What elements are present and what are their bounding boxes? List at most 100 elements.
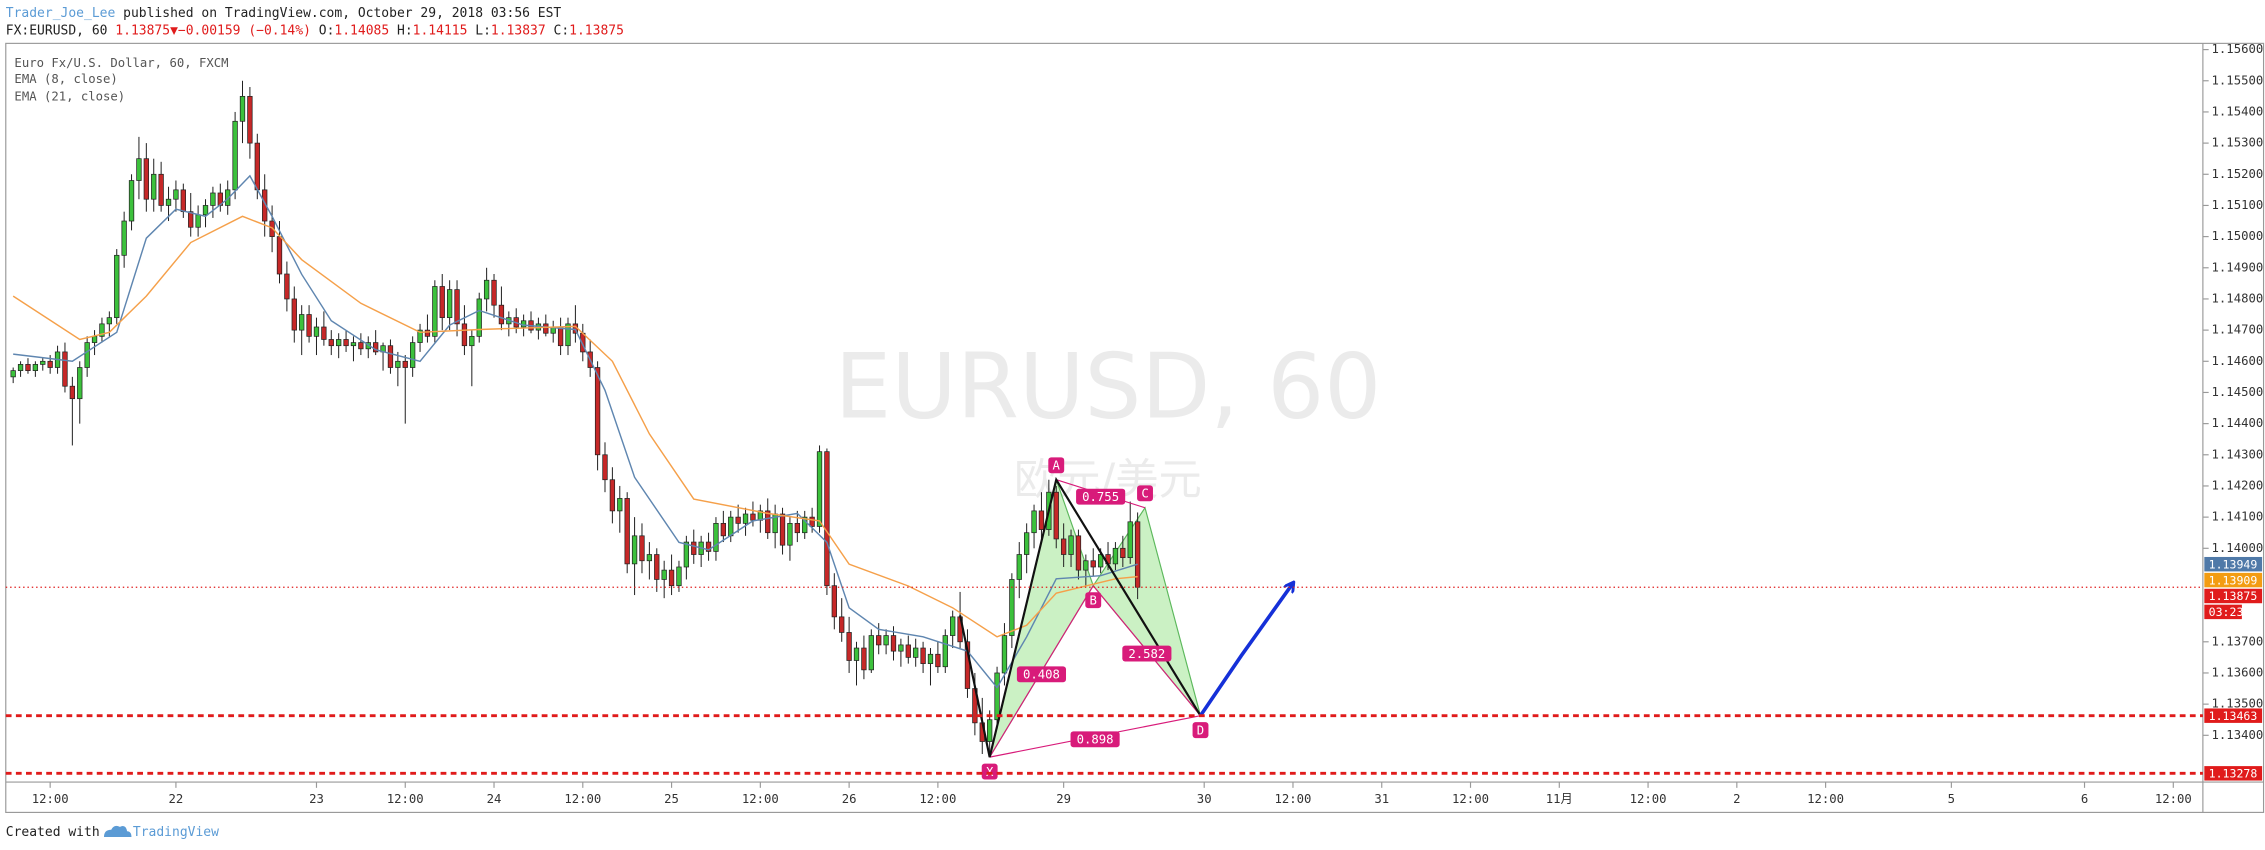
published: published on TradingView.com, October 29… [123, 6, 561, 21]
candle-body [831, 585, 837, 618]
candle-body [624, 498, 630, 565]
pattern-point-label-bg [1048, 457, 1065, 474]
ohlc-key: L: [475, 23, 491, 38]
x-tick-label: 26 [842, 792, 857, 806]
candle-body [143, 158, 149, 200]
legend-subtitle: Euro Fx/U.S. Dollar, 60, FXCM [14, 56, 228, 70]
pattern-fill [1092, 506, 1202, 717]
x-tick-label: 12:00 [1807, 792, 1844, 806]
x-tick-label: 24 [487, 792, 502, 806]
price-label-bg [2204, 588, 2263, 604]
pattern-point-label: X [986, 765, 994, 779]
y-tick-label: 1.14600 [2212, 354, 2264, 368]
y-tick-label: 1.14500 [2212, 385, 2264, 399]
candle-body [750, 513, 756, 521]
candle-body [631, 535, 638, 565]
candle-body [794, 522, 800, 534]
candle-body [683, 541, 690, 568]
candle-body [32, 364, 39, 371]
candle-body [417, 329, 423, 343]
candle-body [328, 339, 334, 347]
candle-body [1120, 547, 1126, 559]
candle-body [439, 286, 445, 319]
pattern-point-label-bg [1137, 485, 1153, 502]
brand-logo[interactable] [104, 825, 132, 837]
x-tick-label: 23 [309, 792, 324, 806]
candle-body [254, 142, 260, 191]
legend-entry: EMA (8, close) [14, 72, 117, 86]
change-arrow: ▼ [170, 23, 178, 38]
candle-body [25, 364, 31, 371]
candle-body [432, 286, 438, 337]
candle-body [387, 345, 394, 368]
author-link[interactable]: Trader_Joe_Lee [6, 6, 116, 21]
ohlc-key: H: [397, 23, 413, 38]
candle-body [1016, 554, 1022, 580]
x-tick-label: 12:00 [742, 792, 779, 806]
candle-body [299, 314, 305, 331]
ohlc-value: 1.14085 [334, 23, 389, 38]
change: −0.00159 (−0.14%) [178, 23, 311, 38]
candle-body [543, 323, 549, 334]
candle-body [1001, 635, 1008, 674]
swing-line [959, 476, 1202, 758]
y-tick-label: 1.13700 [2212, 634, 2264, 648]
candle-body [128, 180, 135, 222]
symbol-line: FX:EURUSD, 60 1.13875▼−0.00159 (−0.14%) … [6, 23, 624, 38]
watermark: EURUSD, 60 [835, 336, 1382, 440]
candle-body [1090, 560, 1096, 568]
countdown: 03:23 [2209, 605, 2244, 619]
y-tick-label: 1.15000 [2212, 229, 2264, 243]
candle-body [47, 360, 53, 368]
candle-body [609, 479, 616, 512]
candle-body [890, 635, 897, 652]
x-tick-label: 11月 [1546, 792, 1573, 806]
candle-body [491, 279, 497, 306]
candle-body [262, 189, 268, 222]
candle-body [779, 513, 786, 546]
candles [10, 80, 1141, 758]
y-tick-label: 1.13400 [2212, 728, 2264, 742]
pattern-point-label-bg [981, 763, 998, 780]
x-tick-label: 25 [664, 792, 679, 806]
candle-body [868, 635, 874, 671]
x-tick-label: 29 [1056, 792, 1071, 806]
candle-body [446, 289, 453, 319]
candle-body [291, 298, 297, 331]
candle-body [691, 541, 697, 555]
candle-body [1024, 532, 1030, 555]
candle-body [765, 510, 771, 534]
y-tick-label: 1.14700 [2212, 323, 2264, 337]
candle-body [1009, 579, 1015, 636]
candle-body [136, 158, 142, 181]
candle-body [84, 342, 90, 368]
candle-body [705, 541, 712, 552]
candle-body [950, 616, 956, 636]
footer-brand[interactable]: TradingView [133, 825, 219, 840]
candle-body [358, 342, 364, 350]
x-tick-label: 30 [1197, 792, 1212, 806]
y-tick-label: 1.15100 [2212, 198, 2264, 212]
candle-body [617, 498, 623, 512]
candle-body [158, 173, 164, 206]
symbol: FX:EURUSD, 60 [6, 23, 108, 38]
ohlc-key: C: [554, 23, 570, 38]
candle-body [661, 569, 667, 580]
candle-body [713, 522, 719, 552]
candle-body [306, 314, 312, 337]
candle-body [994, 672, 1000, 721]
price-label-bg [2204, 708, 2263, 723]
candle-body [469, 335, 475, 347]
axes: 1.15600 1.15500 1.15400 1.15300 1.15200 1.151… [32, 42, 2264, 806]
price-label: 1.13949 [2209, 557, 2258, 571]
candle-body [373, 342, 379, 353]
candle-body [336, 339, 342, 347]
y-tick-label: 1.14200 [2212, 478, 2264, 492]
candle-body [816, 451, 823, 527]
candle-body [210, 192, 216, 206]
candle-body [62, 351, 68, 387]
ohlc-value: 1.13875 [569, 23, 624, 38]
price-label: 1.13463 [2209, 709, 2258, 723]
candle-body [935, 653, 941, 668]
